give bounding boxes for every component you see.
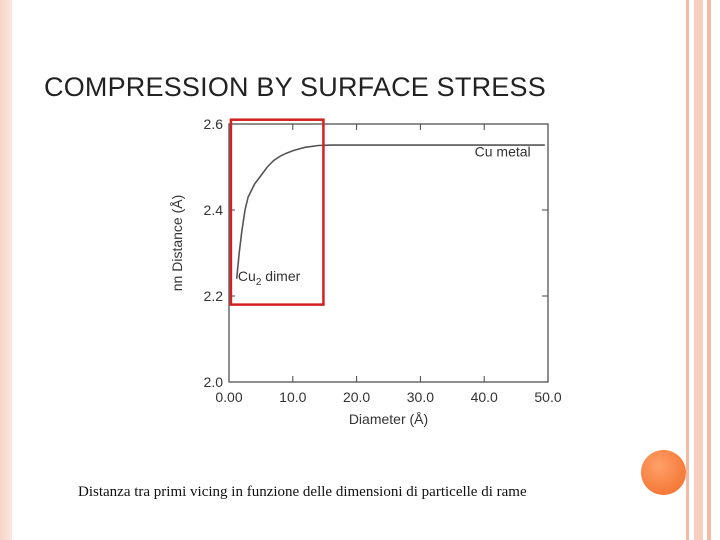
plot-frame xyxy=(228,123,549,383)
tick-marks xyxy=(228,123,549,383)
tick-labels: 0.00 10.0 20.0 30.0 40.0 50.0 2.0 2.2 2.4 2.6 xyxy=(204,116,562,405)
annotations: Cu metal Cu2 dimer xyxy=(238,143,531,288)
axes xyxy=(228,123,549,383)
series-line-cu xyxy=(235,144,545,279)
highlight-box-layer xyxy=(229,118,325,306)
slide-left-border xyxy=(0,0,12,540)
slide-right-border-line xyxy=(686,0,689,540)
x-tick-label: 40.0 xyxy=(471,389,498,405)
decorative-orange-circle xyxy=(641,450,686,495)
slide-right-border-line-outer xyxy=(707,0,711,540)
x-tick-label: 10.0 xyxy=(279,389,306,405)
x-tick-label: 30.0 xyxy=(407,389,434,405)
annotation-cu-metal: Cu metal xyxy=(475,143,531,159)
slide-right-border-band xyxy=(694,0,703,540)
x-axis-label: Diameter (Å) xyxy=(349,411,428,427)
y-tick-label: 2.2 xyxy=(204,288,224,304)
slide-caption: Distanza tra primi vicing in funzione de… xyxy=(78,484,527,500)
series-layer xyxy=(235,144,545,279)
y-tick-label: 2.0 xyxy=(204,374,224,390)
highlight-box xyxy=(229,118,325,306)
y-tick-label: 2.4 xyxy=(204,202,224,218)
x-tick-label: 50.0 xyxy=(534,389,561,405)
x-tick-label: 0.00 xyxy=(215,389,242,405)
annotation-cu2-dimer: Cu2 dimer xyxy=(238,268,301,288)
y-tick-label: 2.6 xyxy=(204,116,224,132)
slide-title: COMPRESSION BY SURFACE STRESS xyxy=(44,72,546,102)
nn-distance-chart: 0.00 10.0 20.0 30.0 40.0 50.0 2.0 2.2 2.4 2.6 Cu … xyxy=(169,116,562,427)
x-tick-label: 20.0 xyxy=(343,389,370,405)
y-axis-label: nn Distance (Å) xyxy=(169,195,185,291)
